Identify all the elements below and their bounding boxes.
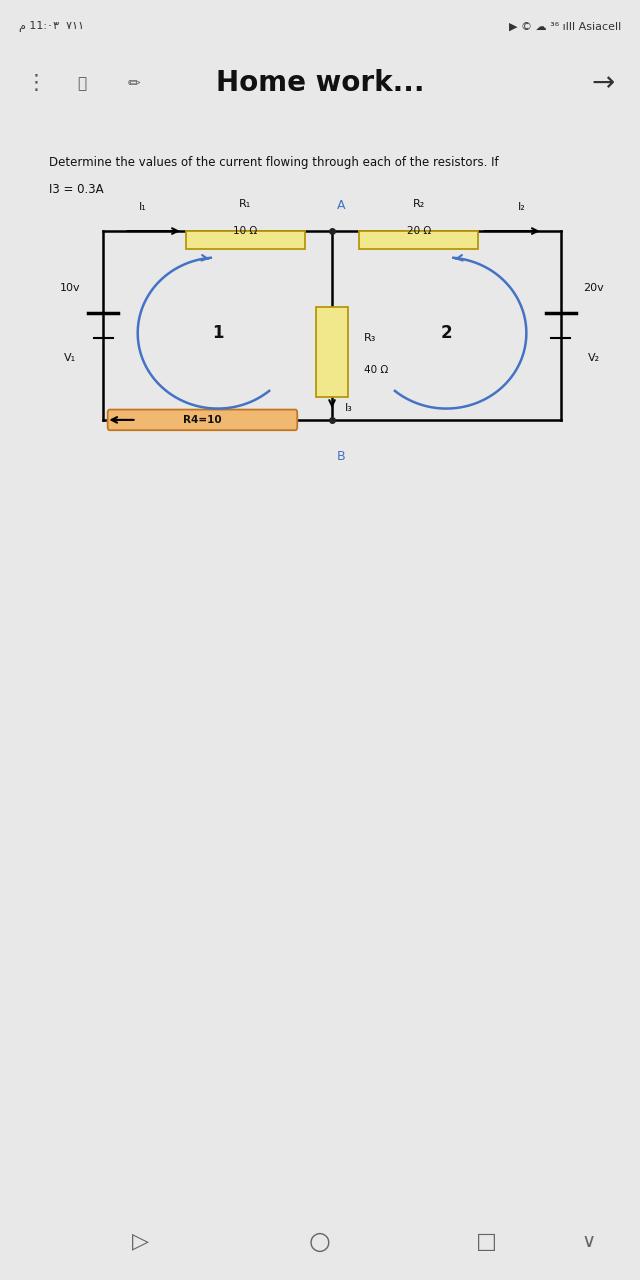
Text: 🖊: 🖊 bbox=[77, 76, 86, 91]
Text: ✏: ✏ bbox=[128, 76, 141, 91]
Text: A: A bbox=[337, 198, 346, 211]
Text: I₃: I₃ bbox=[345, 403, 353, 413]
FancyBboxPatch shape bbox=[186, 232, 305, 250]
Text: R₃: R₃ bbox=[364, 333, 376, 343]
Text: 40 Ω: 40 Ω bbox=[364, 365, 388, 375]
Text: ▷: ▷ bbox=[132, 1231, 149, 1252]
Text: I₁: I₁ bbox=[139, 202, 147, 212]
Text: 20v: 20v bbox=[583, 283, 604, 293]
Text: V₂: V₂ bbox=[588, 353, 600, 362]
Text: V₁: V₁ bbox=[64, 353, 76, 362]
FancyBboxPatch shape bbox=[108, 410, 297, 430]
Text: I₂: I₂ bbox=[518, 202, 525, 212]
Text: I3 = 0.3A: I3 = 0.3A bbox=[49, 183, 104, 196]
Text: 10 Ω: 10 Ω bbox=[233, 227, 257, 236]
Text: →: → bbox=[591, 69, 614, 97]
Text: ▶ © ☁ ³⁶ ılll Asiacell: ▶ © ☁ ³⁶ ılll Asiacell bbox=[509, 22, 621, 32]
Text: 10v: 10v bbox=[60, 283, 81, 293]
Text: 1: 1 bbox=[212, 324, 223, 342]
Text: R₁: R₁ bbox=[239, 200, 252, 210]
Text: ○: ○ bbox=[309, 1230, 331, 1253]
Text: B: B bbox=[337, 451, 346, 463]
Text: م 11:۰۳  ۷۱۱: م 11:۰۳ ۷۱۱ bbox=[19, 22, 84, 32]
FancyBboxPatch shape bbox=[316, 307, 349, 397]
Text: □: □ bbox=[476, 1231, 497, 1252]
Text: Determine the values of the current flowing through each of the resistors. If: Determine the values of the current flow… bbox=[49, 156, 499, 169]
FancyBboxPatch shape bbox=[360, 232, 478, 250]
Text: 20 Ω: 20 Ω bbox=[407, 227, 431, 236]
Text: ∨: ∨ bbox=[582, 1233, 596, 1251]
Text: R4=10: R4=10 bbox=[183, 415, 221, 425]
Text: Home work...: Home work... bbox=[216, 69, 424, 97]
Text: R₂: R₂ bbox=[413, 200, 425, 210]
Text: 2: 2 bbox=[440, 324, 452, 342]
Text: ⋮: ⋮ bbox=[26, 73, 47, 93]
